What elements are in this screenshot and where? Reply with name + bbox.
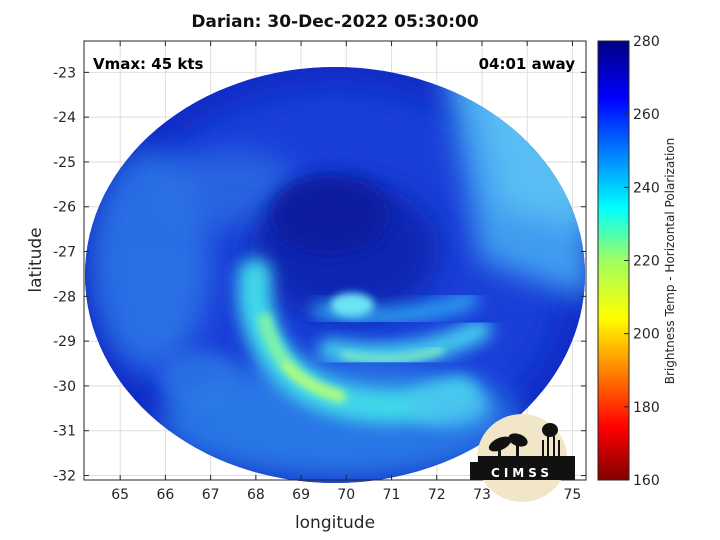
x-tick-label: 72: [428, 487, 446, 503]
y-axis-label: latitude: [26, 227, 46, 292]
cimss-logo-text: CIMSS: [491, 466, 553, 480]
y-tick-label: -25: [53, 155, 76, 171]
x-tick-label: 66: [156, 487, 174, 503]
y-tick-label: -24: [53, 110, 76, 126]
colorbar-tick-label: 160: [633, 473, 660, 489]
y-tick-label: -28: [53, 289, 76, 305]
y-axis: -23 -24 -25 -26 -27 -28 -29 -30 -31 -32: [53, 65, 586, 485]
x-tick-label: 75: [564, 487, 582, 503]
vmax-annotation: Vmax: 45 kts: [93, 55, 203, 73]
colorbar-tick-label: 240: [633, 180, 660, 196]
chart-title: Darian: 30-Dec-2022 05:30:00: [191, 12, 479, 32]
colorbar-ticks: 280 260 240 220 200 180 160: [624, 34, 660, 489]
x-tick-label: 68: [247, 487, 265, 503]
y-tick-label: -27: [53, 245, 76, 261]
colorbar-tick-label: 260: [633, 107, 660, 123]
y-tick-label: -23: [53, 65, 76, 81]
x-tick-label: 69: [292, 487, 310, 503]
cimss-logo: CIMSS: [470, 414, 575, 502]
y-tick-label: -31: [53, 424, 76, 440]
x-tick-label: 67: [202, 487, 220, 503]
colorbar-label: Brightness Temp - Horizontal Polarizatio…: [663, 138, 677, 385]
colorbar: [597, 40, 630, 481]
colorbar-tick-label: 280: [633, 34, 660, 50]
x-tick-label: 65: [111, 487, 129, 503]
x-axis-label: longitude: [295, 513, 375, 533]
colorbar-tick-label: 200: [633, 327, 660, 343]
colorbar-tick-label: 180: [633, 400, 660, 416]
x-tick-label: 71: [383, 487, 401, 503]
y-tick-label: -26: [53, 200, 76, 216]
y-tick-label: -30: [53, 379, 76, 395]
time-away-annotation: 04:01 away: [479, 55, 576, 73]
x-tick-label: 70: [337, 487, 355, 503]
microwave-swath: [85, 67, 585, 483]
plot-frame: [83, 40, 587, 481]
colorbar-tick-label: 220: [633, 254, 660, 270]
y-tick-label: -29: [53, 334, 76, 350]
y-tick-label: -32: [53, 469, 76, 485]
x-tick-label: 73: [473, 487, 491, 503]
